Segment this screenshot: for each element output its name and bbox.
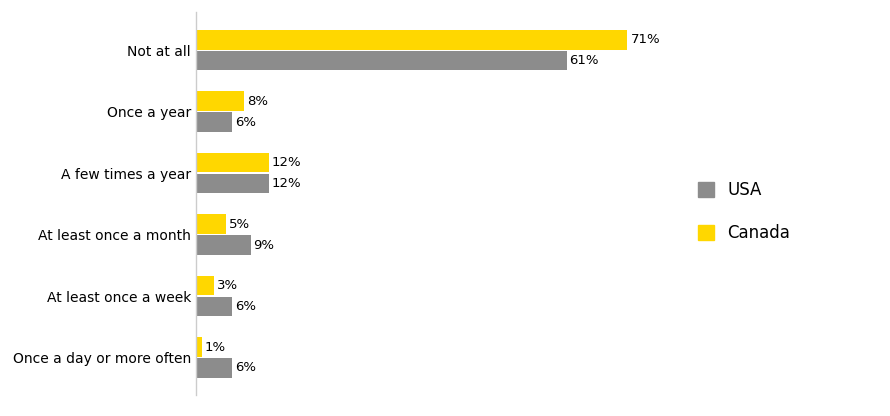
- Text: 5%: 5%: [230, 218, 250, 230]
- Bar: [196, 174, 269, 193]
- Bar: [196, 214, 226, 234]
- Bar: [196, 153, 269, 173]
- Text: 1%: 1%: [205, 341, 226, 354]
- Bar: [196, 337, 202, 357]
- Text: 3%: 3%: [217, 279, 239, 292]
- Bar: [196, 235, 250, 255]
- Bar: [196, 276, 214, 295]
- Text: 6%: 6%: [235, 300, 256, 313]
- Bar: [196, 30, 627, 50]
- Legend: USA, Canada: USA, Canada: [698, 181, 790, 242]
- Text: 6%: 6%: [235, 362, 256, 374]
- Bar: [196, 112, 232, 132]
- Text: 61%: 61%: [570, 54, 599, 67]
- Text: 6%: 6%: [235, 116, 256, 129]
- Bar: [196, 358, 232, 378]
- Text: 9%: 9%: [254, 238, 274, 252]
- Bar: [196, 92, 245, 111]
- Text: 12%: 12%: [271, 156, 302, 169]
- Text: 8%: 8%: [247, 95, 269, 108]
- Text: 12%: 12%: [271, 177, 302, 190]
- Bar: [196, 51, 567, 70]
- Bar: [196, 297, 232, 316]
- Text: 71%: 71%: [630, 33, 660, 46]
